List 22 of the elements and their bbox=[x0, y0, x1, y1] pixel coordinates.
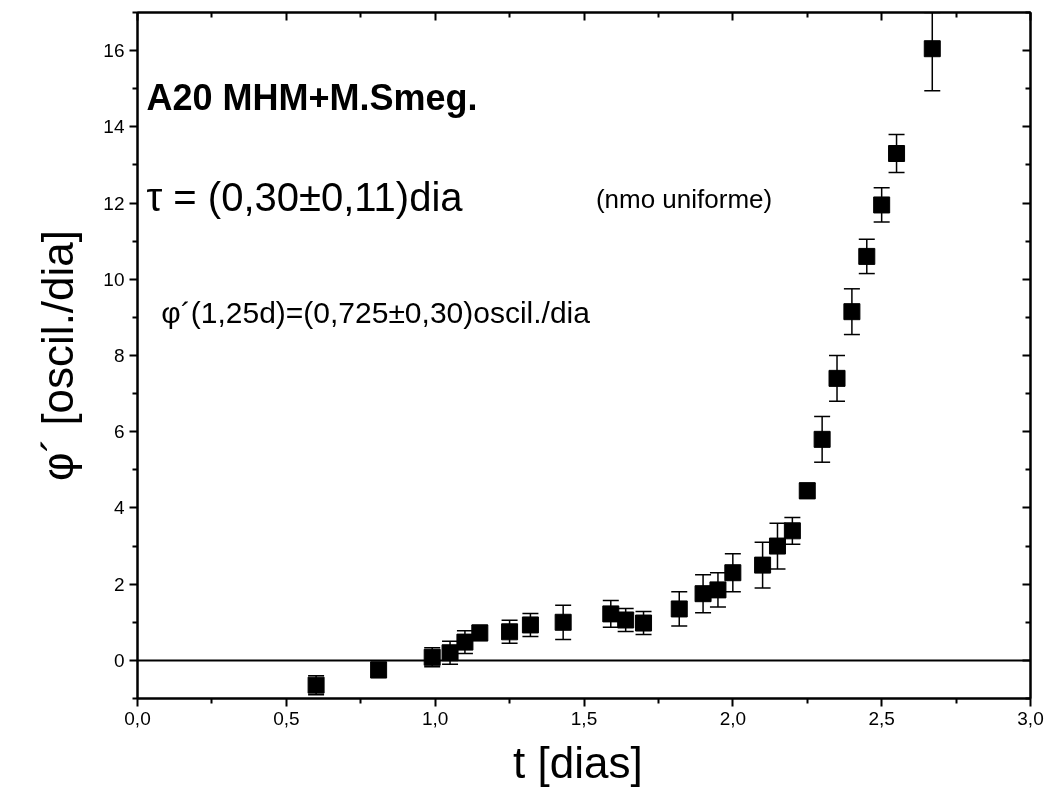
y-axis-title: φ´ [oscil./dia] bbox=[33, 229, 83, 482]
y-tick-label: 4 bbox=[113, 497, 125, 519]
y-tick-label: 10 bbox=[103, 268, 125, 290]
x-tick-label: 0,0 bbox=[124, 707, 151, 729]
annotation: A20 MHM+M.Smeg. bbox=[146, 77, 478, 119]
annotation: φ´(1,25d)=(0,725±0,30)oscil./dia bbox=[161, 295, 591, 329]
x-tick-label: 2,5 bbox=[868, 707, 895, 729]
x-tick-label: 0,5 bbox=[273, 707, 300, 729]
y-tick-label: 6 bbox=[113, 421, 125, 443]
x-tick-label: 1,0 bbox=[421, 707, 449, 729]
x-tick-label: 3,0 bbox=[1017, 707, 1044, 729]
y-tick-label: 14 bbox=[103, 116, 125, 138]
annotation: (nmo uniforme) bbox=[595, 184, 773, 215]
y-tick-label: 0 bbox=[113, 649, 125, 671]
y-tick-label: 16 bbox=[103, 40, 125, 62]
x-tick-label: 1,5 bbox=[570, 707, 598, 729]
y-tick-label: 8 bbox=[113, 345, 125, 366]
y-tick-label: 12 bbox=[103, 192, 125, 214]
x-tick-label: 2,0 bbox=[719, 707, 747, 729]
y-tick-label: 2 bbox=[113, 573, 125, 595]
x-axis-title: t [dias] bbox=[513, 737, 643, 787]
annotation: τ = (0,30±0,11)dia bbox=[146, 175, 464, 220]
